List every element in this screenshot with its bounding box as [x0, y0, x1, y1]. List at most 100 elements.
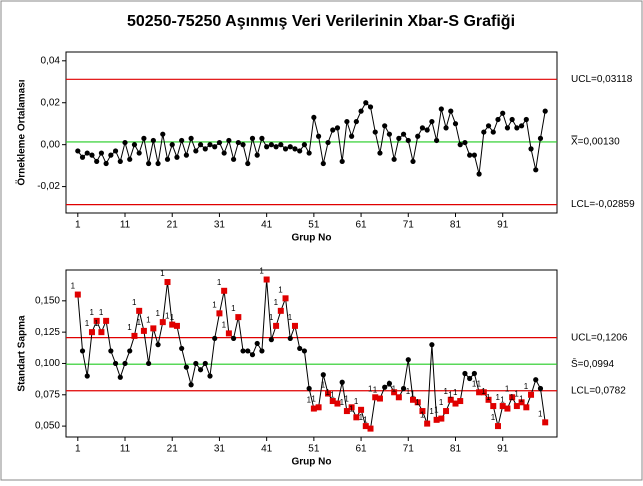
- point: [363, 100, 369, 106]
- flagged-point: [273, 322, 280, 329]
- data-line: [77, 279, 546, 430]
- point: [131, 142, 138, 148]
- point: [438, 106, 444, 112]
- point: [311, 114, 317, 121]
- point: [457, 142, 463, 148]
- point: [382, 123, 388, 129]
- point: [301, 348, 308, 354]
- point: [108, 348, 114, 354]
- point: [301, 142, 308, 148]
- flagged-point: [523, 404, 530, 411]
- flag-label: 1: [137, 318, 142, 327]
- point: [245, 348, 251, 354]
- flagged-point: [490, 403, 497, 410]
- flagged-point: [494, 423, 501, 430]
- point: [254, 340, 260, 347]
- y-tick-label: 0,00: [41, 139, 61, 150]
- point: [254, 152, 260, 158]
- point: [471, 152, 477, 158]
- flagged-point: [140, 327, 147, 334]
- flag-label: 1: [448, 391, 453, 400]
- point: [235, 139, 241, 146]
- point: [344, 118, 350, 125]
- point: [297, 148, 303, 154]
- y-axis-title: Örnekleme Ortalaması: [15, 79, 28, 185]
- flag-label: 1: [486, 393, 491, 402]
- point: [306, 385, 312, 392]
- point: [264, 144, 270, 150]
- flagged-point: [518, 399, 525, 406]
- y-tick-label: 0,050: [35, 421, 60, 432]
- point: [504, 125, 511, 131]
- point: [207, 373, 213, 379]
- x-tick-label: 71: [403, 220, 415, 231]
- point: [146, 360, 152, 367]
- point: [287, 144, 293, 150]
- point: [197, 367, 204, 373]
- x-tick-label: 11: [120, 220, 131, 231]
- flag-label: 1: [311, 394, 316, 403]
- flag-label: 1: [278, 285, 283, 294]
- flag-label: 1: [359, 413, 364, 422]
- control-label: X̿=0,00130: [571, 135, 620, 148]
- point: [462, 370, 468, 377]
- flag-label: 1: [368, 384, 373, 393]
- point: [358, 108, 364, 114]
- flagged-point: [438, 415, 445, 422]
- x-tick-label: 31: [214, 220, 226, 231]
- point: [523, 116, 529, 123]
- flagged-point: [343, 408, 350, 415]
- point: [98, 150, 105, 156]
- flagged-point: [480, 389, 487, 396]
- point: [419, 125, 426, 131]
- point: [259, 348, 265, 354]
- point: [231, 156, 237, 162]
- point: [509, 116, 515, 123]
- flag-label: 1: [231, 304, 236, 313]
- point: [533, 167, 539, 173]
- flag-label: 1: [349, 404, 354, 413]
- point: [292, 146, 298, 152]
- y-tick-label: 0,02: [41, 97, 61, 108]
- flag-label: 1: [434, 406, 439, 415]
- flagged-point: [93, 317, 100, 324]
- flagged-point: [98, 329, 105, 336]
- x-tick-label: 21: [167, 220, 179, 231]
- point: [183, 364, 189, 370]
- flag-label: 1: [127, 323, 132, 332]
- point: [240, 348, 246, 354]
- x-tick-label: 51: [308, 444, 320, 455]
- point: [462, 139, 468, 146]
- point: [528, 146, 534, 152]
- point: [136, 150, 142, 156]
- point: [108, 152, 114, 158]
- point: [188, 382, 194, 388]
- flagged-point: [235, 314, 242, 321]
- point: [372, 129, 378, 135]
- point: [282, 146, 289, 152]
- control-label: LCL=0,0782: [571, 385, 626, 396]
- flag-label: 1: [212, 300, 217, 309]
- point: [183, 152, 189, 158]
- flag-label: 1: [373, 386, 378, 395]
- point: [339, 379, 345, 385]
- point: [202, 360, 208, 367]
- flagged-point: [263, 276, 270, 283]
- control-label: S̄=0,0994: [571, 357, 615, 370]
- data-line: [77, 101, 546, 175]
- point: [278, 142, 284, 148]
- flagged-point: [528, 391, 535, 398]
- point: [424, 127, 430, 133]
- point: [405, 137, 411, 144]
- x-tick-label: 41: [261, 444, 273, 455]
- flagged-point: [542, 419, 549, 426]
- point: [405, 357, 411, 363]
- x-tick-label: 71: [403, 444, 415, 455]
- point: [122, 360, 128, 367]
- flagged-point: [88, 329, 95, 336]
- flagged-point: [159, 319, 166, 326]
- point: [297, 345, 303, 352]
- point: [188, 135, 194, 141]
- point: [367, 104, 374, 110]
- chart-title: 50250-75250 Aşınmış Veri Verilerinin Xba…: [127, 13, 515, 30]
